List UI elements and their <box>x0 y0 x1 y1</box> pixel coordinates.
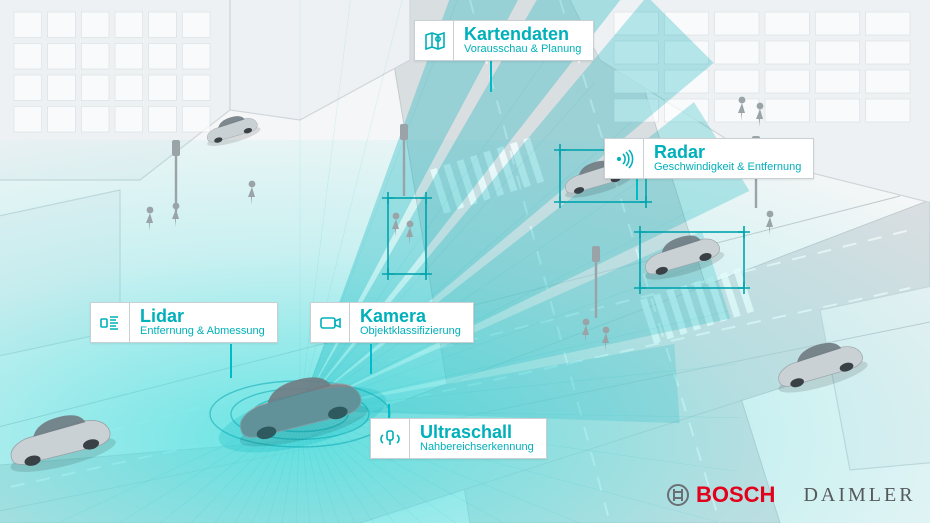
label-subtitle: Geschwindigkeit & Entfernung <box>654 162 801 174</box>
label-subtitle: Entfernung & Abmessung <box>140 326 265 338</box>
leader-kamera <box>370 344 372 374</box>
label-subtitle: Vorausschau & Planung <box>464 44 581 56</box>
camera-icon <box>311 303 350 342</box>
daimler-logo: DAIMLER <box>803 484 915 507</box>
bosch-text: BOSCH <box>696 482 775 508</box>
label-title: Kartendaten <box>464 25 581 44</box>
label-kartendaten: KartendatenVorausschau & Planung <box>414 20 594 61</box>
label-subtitle: Nahbereichserkennung <box>420 442 534 454</box>
lidar-icon <box>91 303 130 342</box>
label-lidar: LidarEntfernung & Abmessung <box>90 302 278 343</box>
brand-footer: BOSCH DAIMLER <box>666 482 916 508</box>
label-title: Kamera <box>360 307 461 326</box>
ultrasonic-icon <box>371 419 410 458</box>
label-radar: RadarGeschwindigkeit & Entfernung <box>604 138 814 179</box>
leader-radar <box>636 176 638 200</box>
leader-kartendaten <box>490 58 492 92</box>
bosch-logo: BOSCH <box>666 482 775 508</box>
label-ultraschall: UltraschallNahbereichserkennung <box>370 418 547 459</box>
label-kamera: KameraObjektklassifizierung <box>310 302 474 343</box>
map-icon <box>415 21 454 60</box>
label-subtitle: Objektklassifizierung <box>360 326 461 338</box>
label-title: Lidar <box>140 307 265 326</box>
label-title: Radar <box>654 143 801 162</box>
label-title: Ultraschall <box>420 423 534 442</box>
bosch-ring-icon <box>666 483 690 507</box>
leader-lidar <box>230 344 232 378</box>
radar-icon <box>605 139 644 178</box>
